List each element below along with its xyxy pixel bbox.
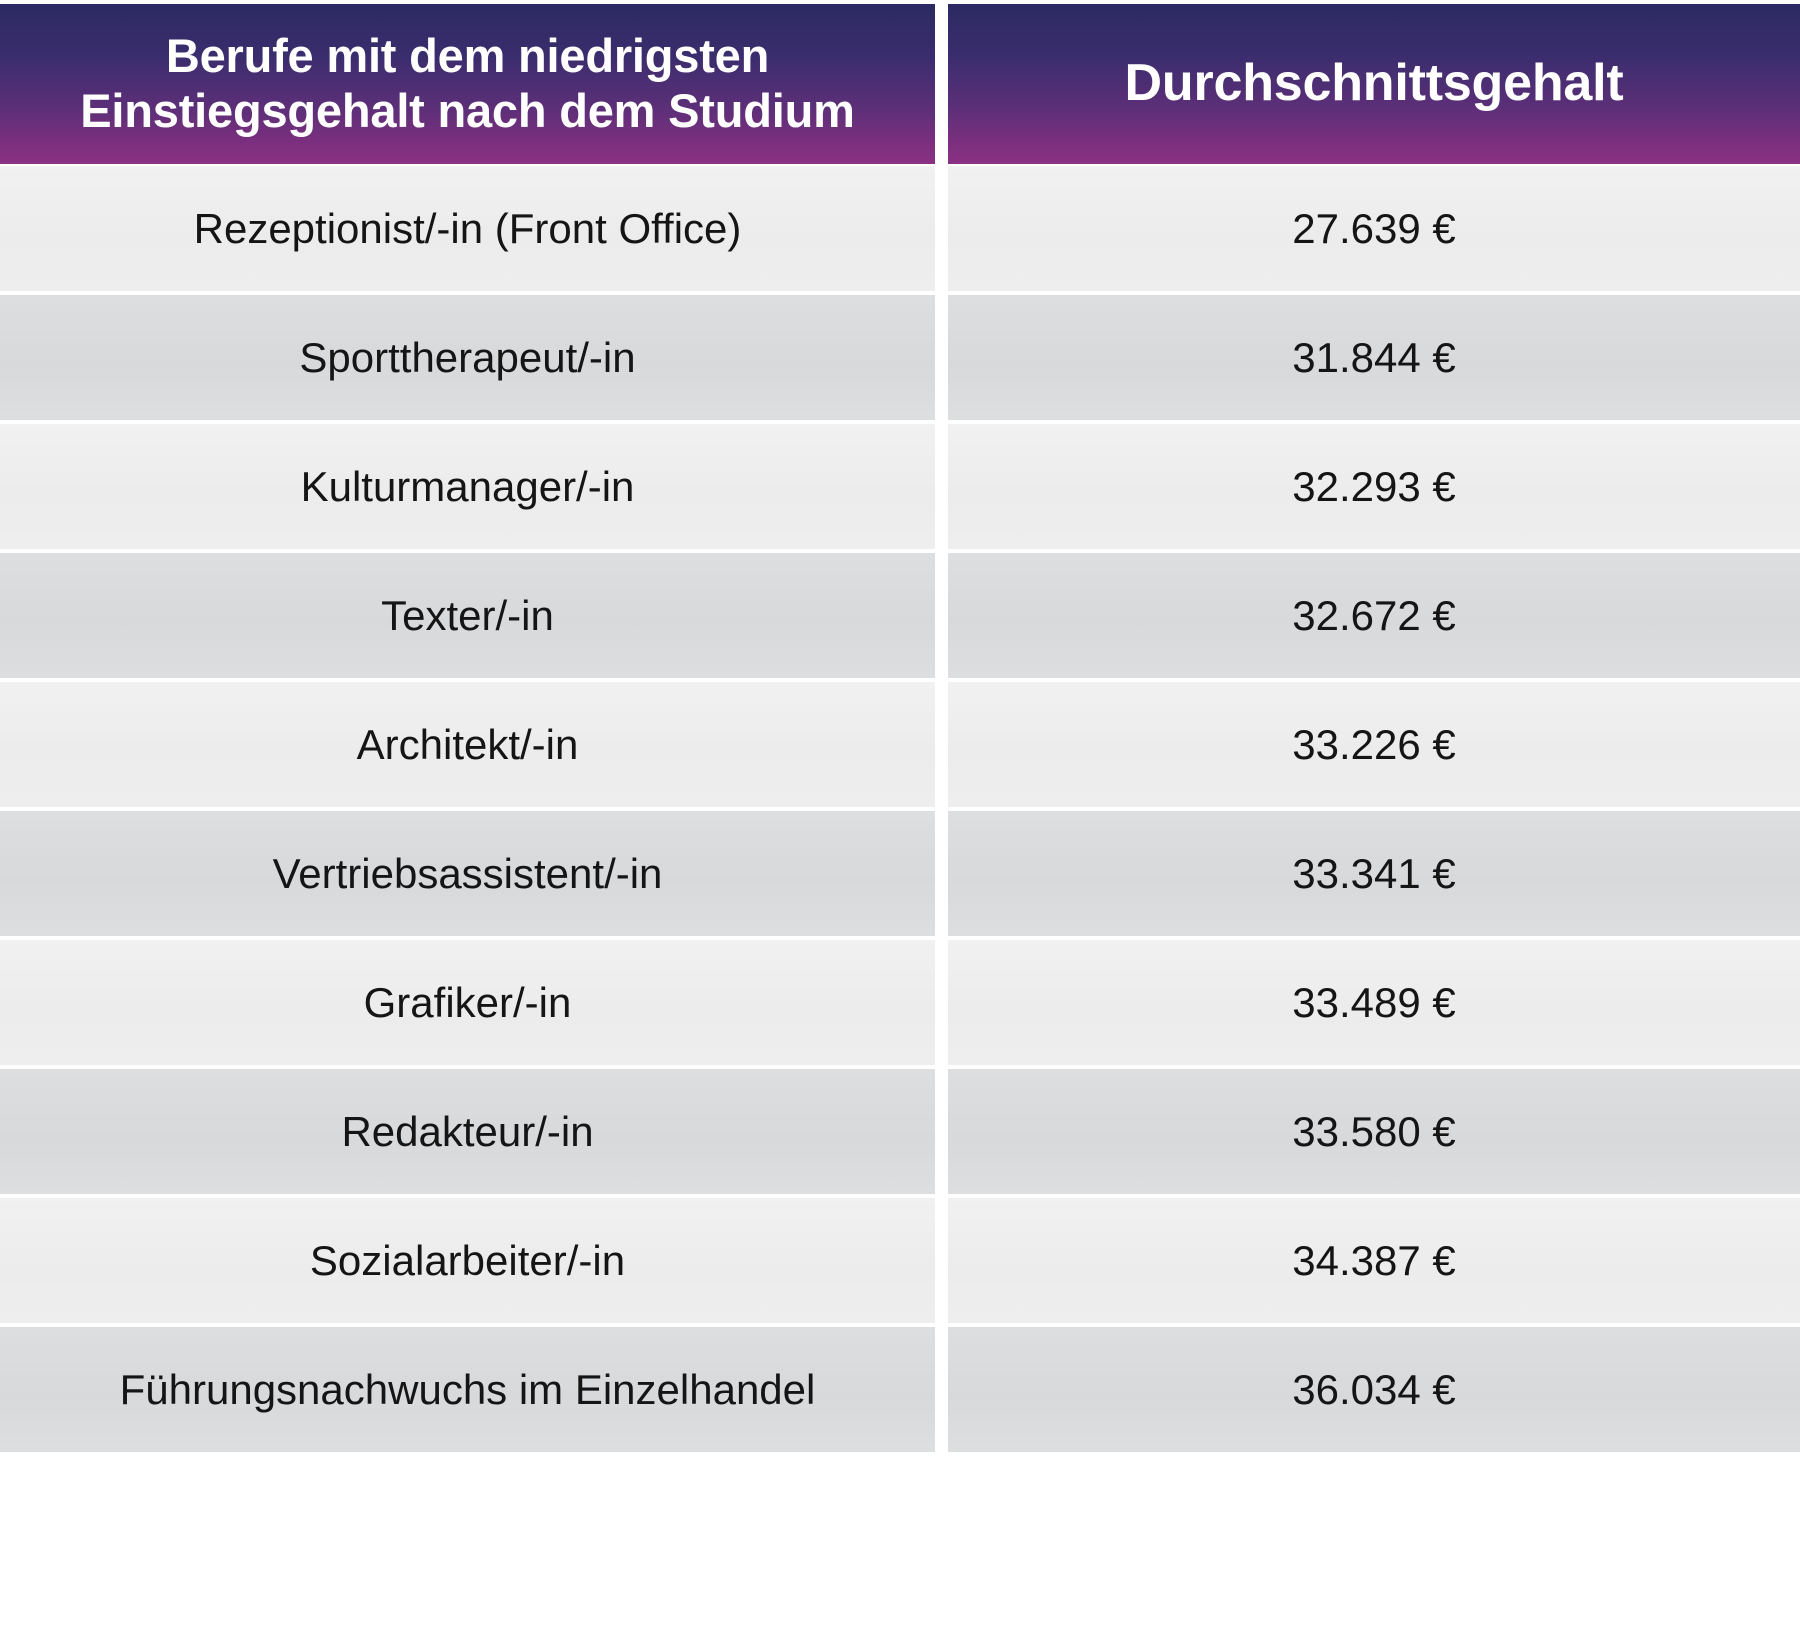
column-header-jobs-line2: Einstiegsgehalt nach dem Studium (80, 84, 855, 137)
table-row: Texter/-in 32.672 € (0, 553, 1800, 678)
cell-job: Führungsnachwuchs im Einzelhandel (0, 1327, 935, 1452)
cell-salary: 27.639 € (948, 166, 1800, 291)
table-header-row: Berufe mit dem niedrigsten Einstiegsgeha… (0, 0, 1800, 166)
cell-job: Sozialarbeiter/-in (0, 1198, 935, 1323)
cell-job: Grafiker/-in (0, 940, 935, 1065)
cell-salary: 32.293 € (948, 424, 1800, 549)
table-row: Sporttherapeut/-in 31.844 € (0, 295, 1800, 420)
cell-salary: 36.034 € (948, 1327, 1800, 1452)
cell-salary: 33.341 € (948, 811, 1800, 936)
column-header-salary: Durchschnittsgehalt (948, 4, 1800, 164)
table-row: Redakteur/-in 33.580 € (0, 1069, 1800, 1194)
table-row: Architekt/-in 33.226 € (0, 682, 1800, 807)
table-body: Rezeptionist/-in (Front Office) 27.639 €… (0, 166, 1800, 1452)
cell-job: Rezeptionist/-in (Front Office) (0, 166, 935, 291)
column-header-jobs: Berufe mit dem niedrigsten Einstiegsgeha… (0, 4, 935, 164)
cell-salary: 32.672 € (948, 553, 1800, 678)
table-row: Führungsnachwuchs im Einzelhandel 36.034… (0, 1327, 1800, 1452)
cell-salary: 34.387 € (948, 1198, 1800, 1323)
column-header-jobs-line1: Berufe mit dem niedrigsten (165, 29, 770, 83)
cell-job: Sporttherapeut/-in (0, 295, 935, 420)
cell-job: Architekt/-in (0, 682, 935, 807)
cell-salary: 31.844 € (948, 295, 1800, 420)
cell-job: Vertriebsassistent/-in (0, 811, 935, 936)
cell-job: Redakteur/-in (0, 1069, 935, 1194)
cell-salary: 33.489 € (948, 940, 1800, 1065)
table-row: Kulturmanager/-in 32.293 € (0, 424, 1800, 549)
table-row: Vertriebsassistent/-in 33.341 € (0, 811, 1800, 936)
table-row: Grafiker/-in 33.489 € (0, 940, 1800, 1065)
cell-salary: 33.580 € (948, 1069, 1800, 1194)
table-row: Rezeptionist/-in (Front Office) 27.639 € (0, 166, 1800, 291)
cell-salary: 33.226 € (948, 682, 1800, 807)
table-row: Sozialarbeiter/-in 34.387 € (0, 1198, 1800, 1323)
cell-job: Texter/-in (0, 553, 935, 678)
cell-job: Kulturmanager/-in (0, 424, 935, 549)
